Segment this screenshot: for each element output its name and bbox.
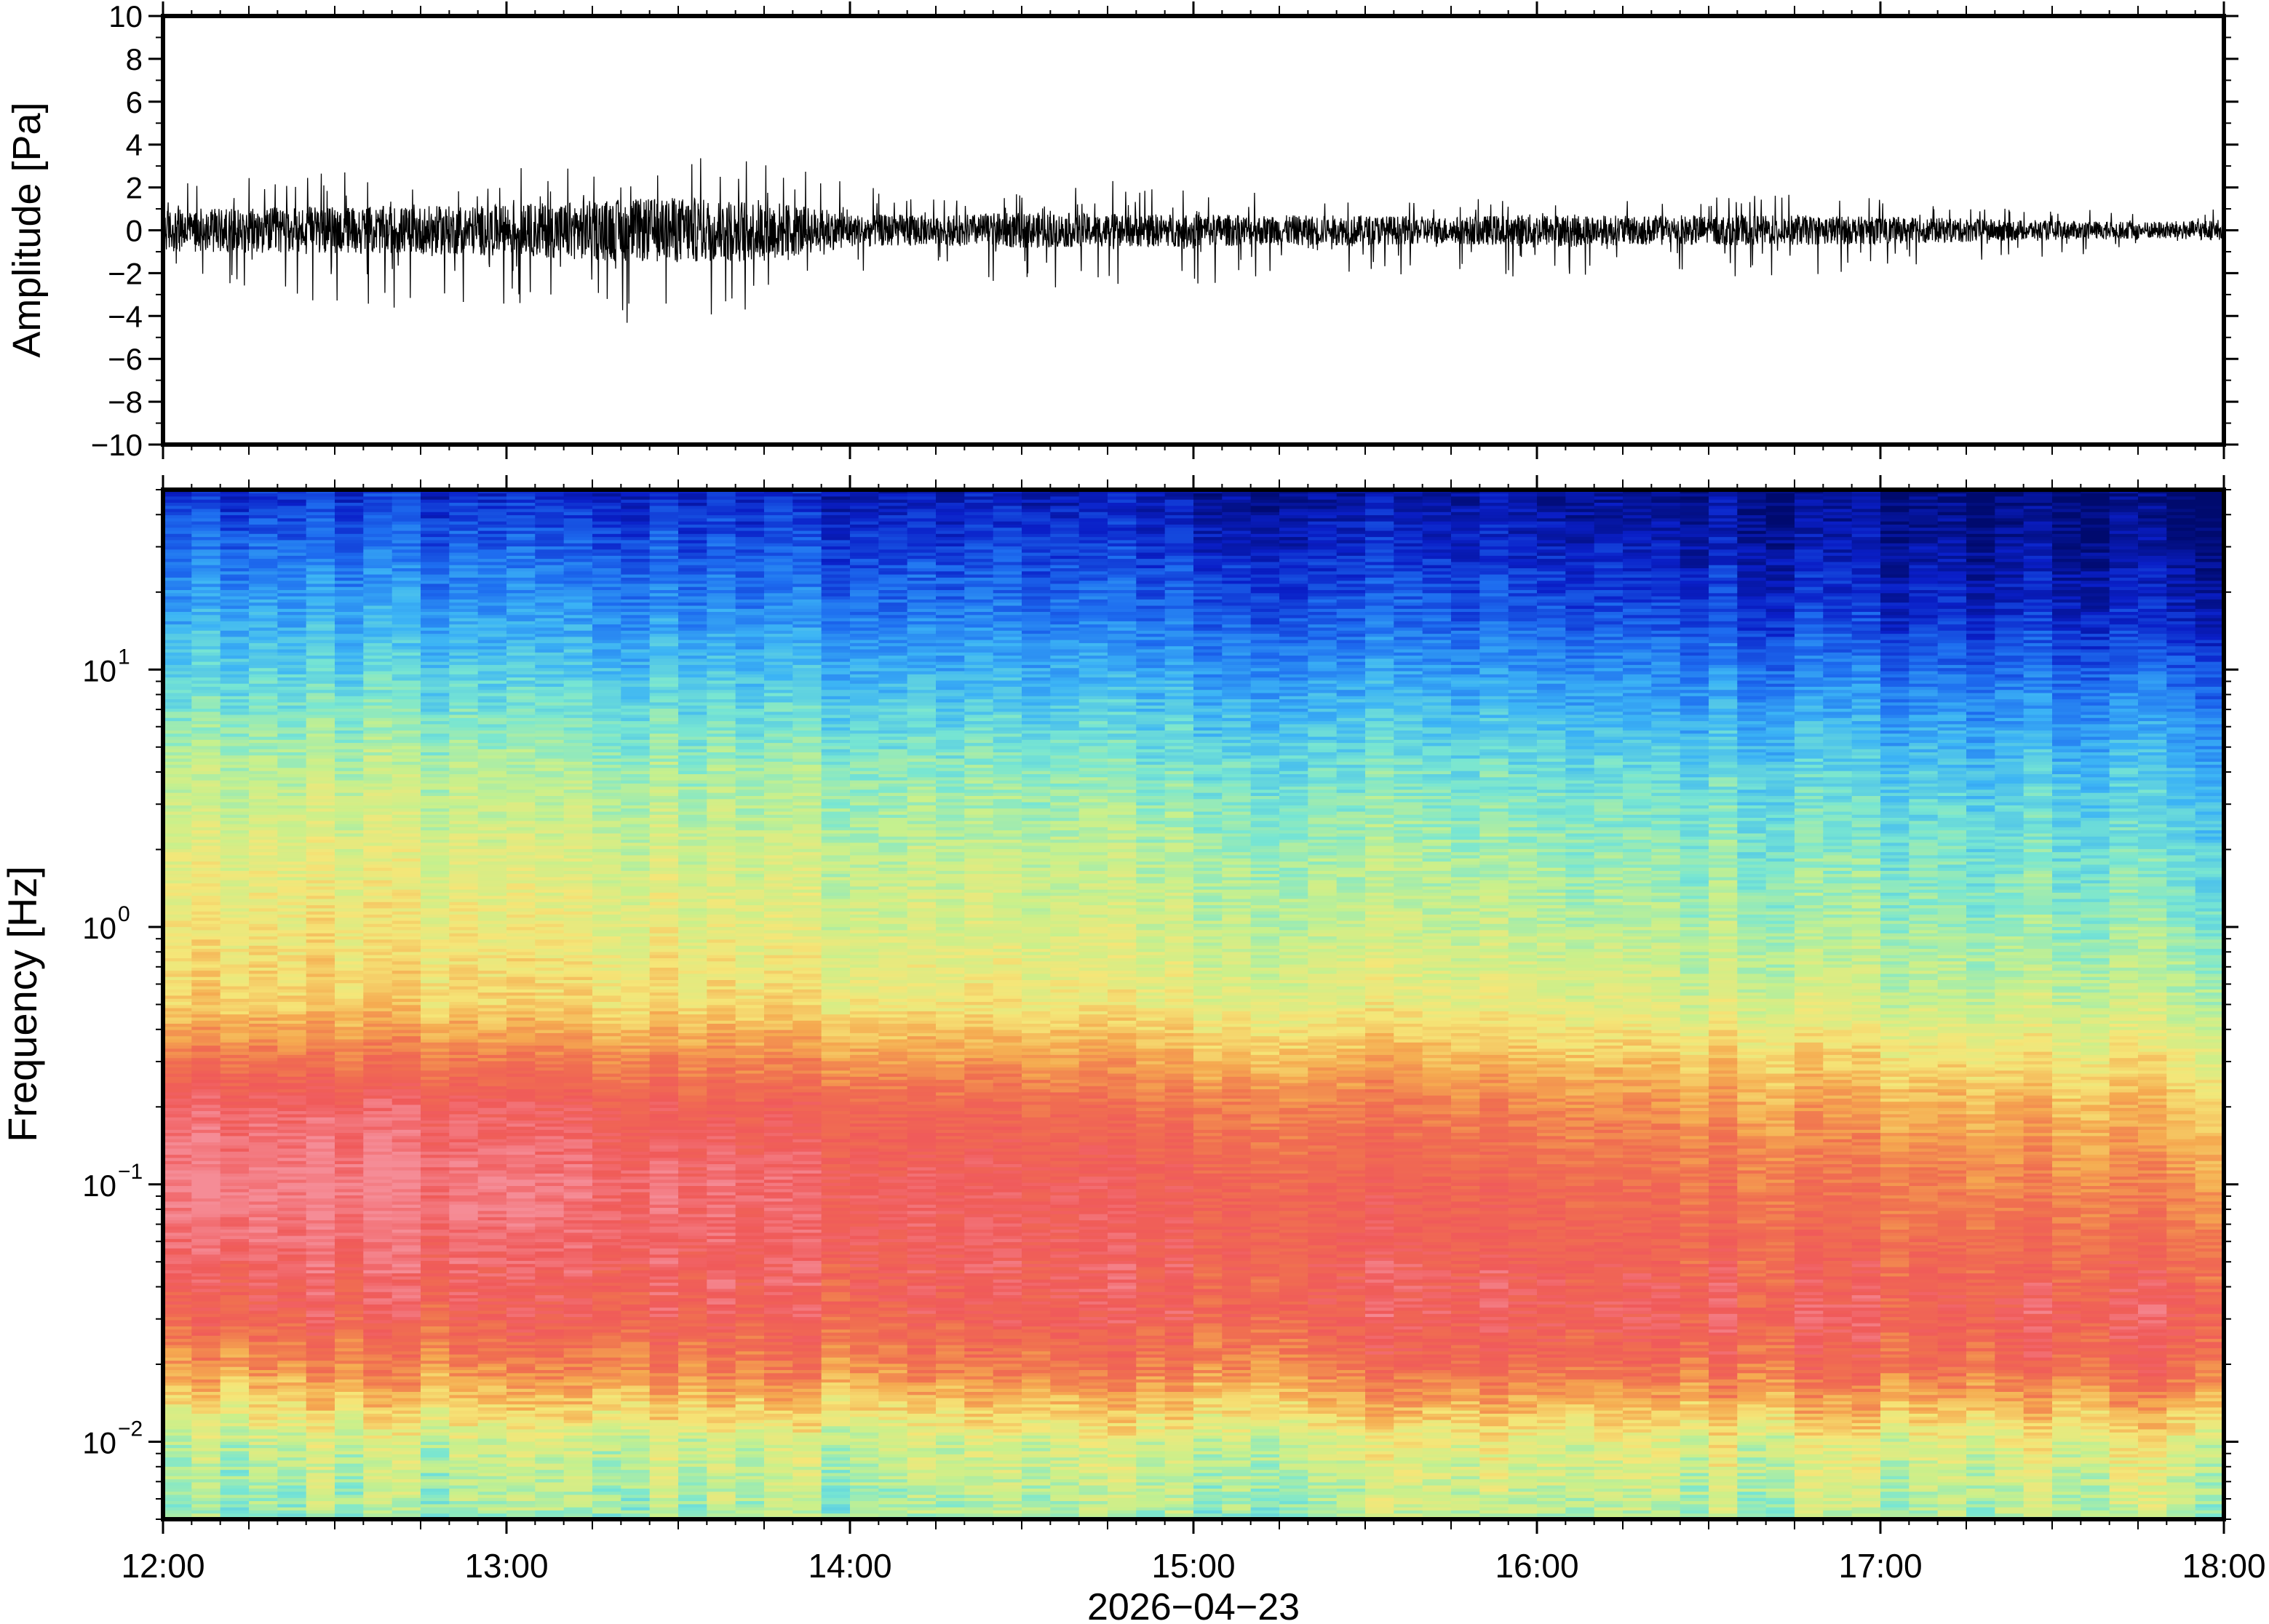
spectrogram-heatmap <box>163 490 2225 1520</box>
waveform-y-tick-label: −8 <box>108 385 143 419</box>
waveform-y-tick-label: 8 <box>126 42 143 76</box>
waveform-y-tick-label: 4 <box>126 128 143 162</box>
waveform-y-tick-label: −2 <box>108 256 143 290</box>
waveform-panel: −10 −8 −6 −4 −2 0 2 4 6 8 10 Amplitude [Pa] <box>5 0 2238 462</box>
waveform-y-tick-label: −4 <box>108 299 143 333</box>
waveform-y-tick-label: −6 <box>108 342 143 376</box>
waveform-y-axis-label: Amplitude [Pa] <box>5 102 49 357</box>
waveform-y-tick-label: 6 <box>126 85 143 119</box>
waveform-y-tick-label: 2 <box>126 171 143 205</box>
waveform-y-tick-label: −10 <box>91 428 143 462</box>
waveform-y-tick-label: 0 <box>126 214 143 248</box>
waveform-y-tick-label: 10 <box>108 0 143 33</box>
